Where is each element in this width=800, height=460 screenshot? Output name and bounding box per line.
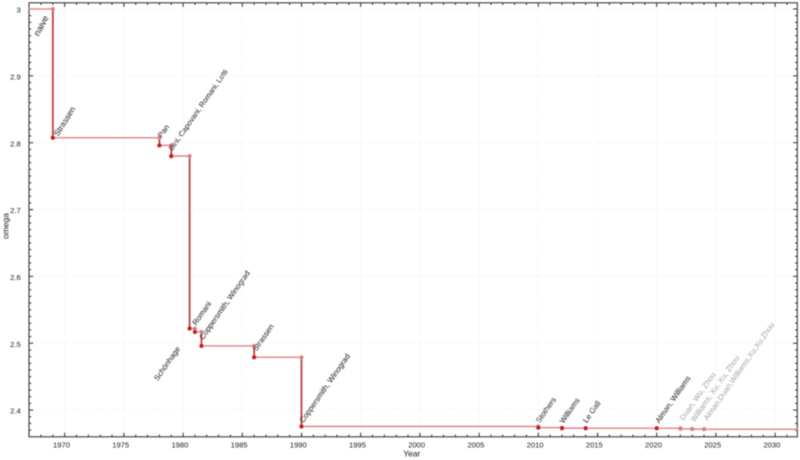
svg-text:2.9: 2.9 [10, 72, 21, 81]
svg-text:2.7: 2.7 [10, 206, 21, 215]
svg-text:3: 3 [16, 6, 20, 15]
svg-text:Year: Year [403, 448, 420, 458]
svg-text:1975: 1975 [112, 441, 129, 450]
svg-text:1970: 1970 [53, 441, 70, 450]
svg-text:2005: 2005 [467, 441, 484, 450]
svg-text:1990: 1990 [290, 441, 307, 450]
svg-text:2015: 2015 [586, 441, 603, 450]
svg-text:2.5: 2.5 [10, 340, 21, 349]
svg-text:2025: 2025 [704, 441, 721, 450]
svg-text:2020: 2020 [645, 441, 662, 450]
svg-text:1995: 1995 [349, 441, 366, 450]
svg-text:1985: 1985 [231, 441, 248, 450]
svg-text:2010: 2010 [527, 441, 544, 450]
svg-text:omega: omega [1, 213, 11, 239]
svg-text:2.4: 2.4 [10, 407, 21, 416]
svg-text:1980: 1980 [171, 441, 188, 450]
svg-text:2.6: 2.6 [10, 273, 21, 282]
svg-text:2.8: 2.8 [10, 139, 21, 148]
svg-text:2030: 2030 [763, 441, 780, 450]
svg-text:2000: 2000 [408, 441, 425, 450]
